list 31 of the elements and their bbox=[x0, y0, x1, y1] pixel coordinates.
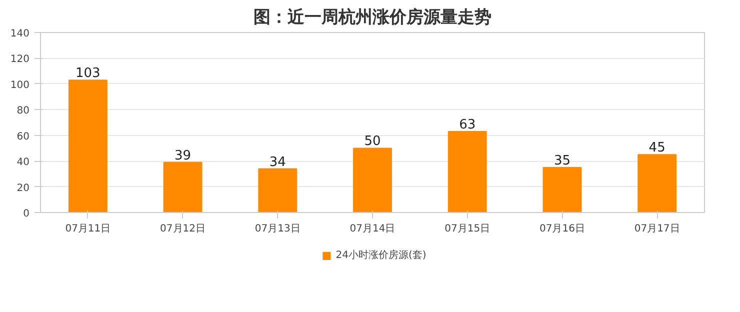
y-tick-label: 0 bbox=[23, 208, 30, 220]
x-tick-label: 07月12日 bbox=[160, 224, 206, 234]
chart-title: 图：近一周杭州涨价房源量走势 bbox=[254, 8, 492, 28]
x-tick-label: 07月14日 bbox=[350, 224, 396, 234]
y-tick-label: 40 bbox=[16, 157, 30, 168]
bar bbox=[448, 131, 487, 212]
y-tick-label: 80 bbox=[16, 106, 30, 117]
data-label: 103 bbox=[76, 66, 100, 82]
data-label: 39 bbox=[174, 148, 192, 164]
x-tick-label: 07月16日 bbox=[539, 224, 585, 234]
x-tick-label: 07月17日 bbox=[634, 224, 680, 234]
y-tick-label: 140 bbox=[10, 28, 30, 40]
bar bbox=[638, 154, 677, 212]
y-tick-label: 20 bbox=[16, 182, 30, 194]
data-label: 34 bbox=[269, 154, 286, 170]
data-label: 35 bbox=[554, 154, 570, 168]
x-tick-label: 07月15日 bbox=[444, 224, 490, 234]
data-label: 63 bbox=[459, 118, 476, 132]
y-tick-label: 100 bbox=[10, 80, 30, 91]
x-tick-label: 07月11日 bbox=[65, 224, 111, 234]
data-label: 50 bbox=[364, 134, 381, 150]
bar bbox=[163, 162, 202, 212]
y-tick-label: 120 bbox=[10, 54, 30, 66]
bar bbox=[258, 168, 298, 212]
data-label: 45 bbox=[648, 140, 666, 156]
legend-label: 24小时涨价房源(套) bbox=[336, 248, 426, 262]
y-tick-label: 60 bbox=[16, 131, 30, 142]
bar bbox=[68, 80, 108, 212]
bar bbox=[542, 167, 582, 212]
x-tick-label: 07月13日 bbox=[254, 224, 300, 234]
bar bbox=[353, 148, 392, 212]
